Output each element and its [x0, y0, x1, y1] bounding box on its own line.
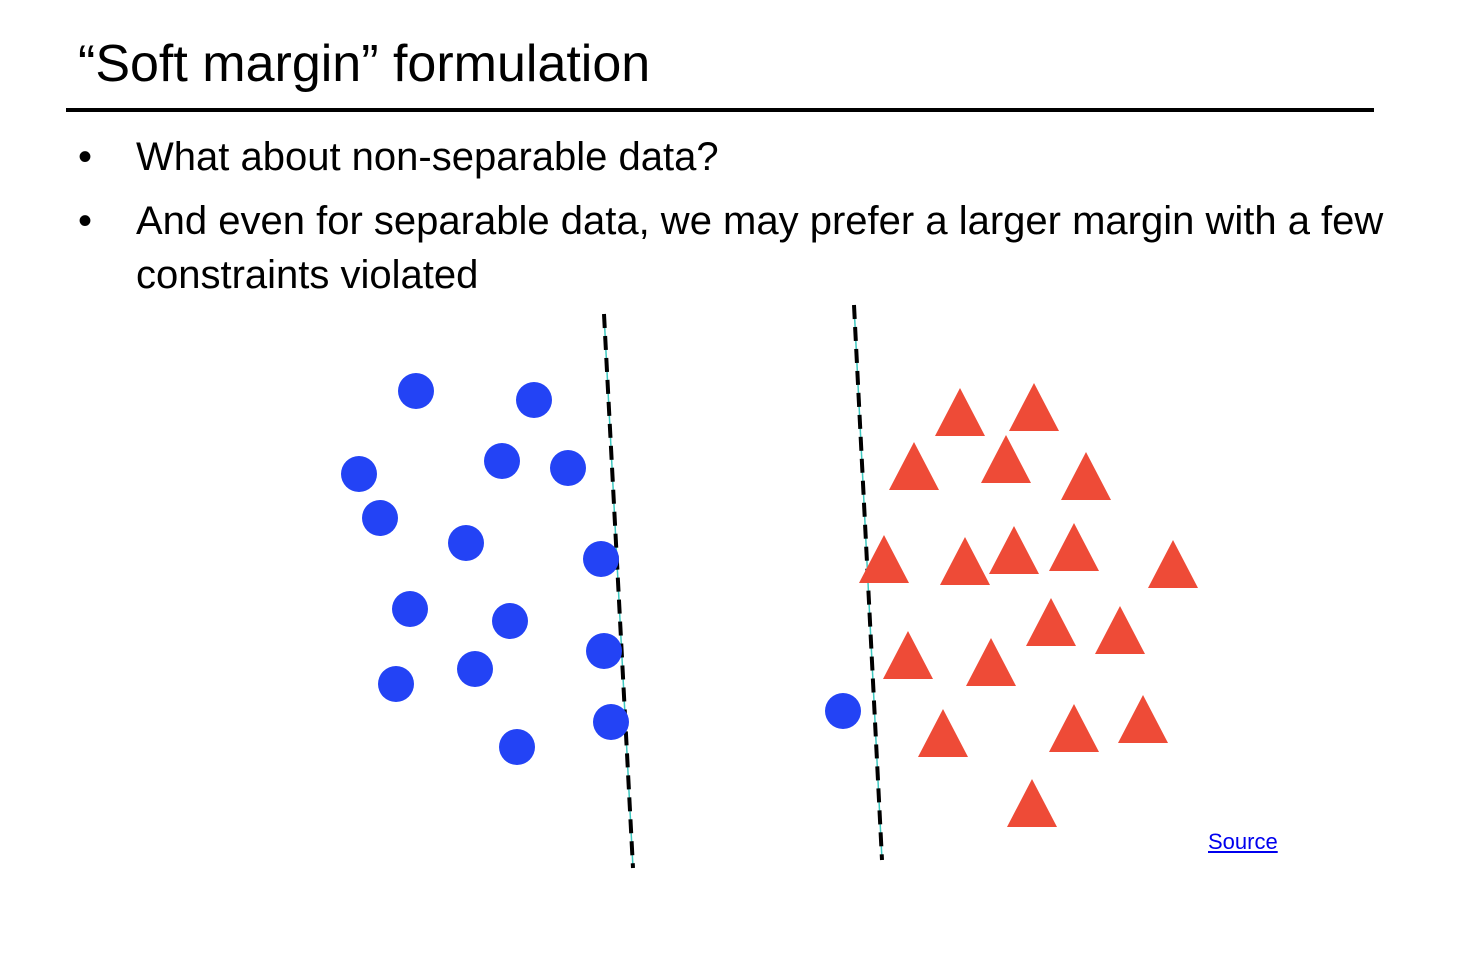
- red-triangle-point: [1095, 606, 1145, 654]
- slide-title: “Soft margin” formulation: [78, 35, 651, 93]
- red-triangle-point: [1009, 383, 1059, 431]
- blue-circle-point: [583, 541, 619, 577]
- bullet-marker: •: [78, 135, 93, 179]
- blue-circle-point: [457, 651, 493, 687]
- red-triangle-point: [981, 435, 1031, 483]
- bullet-marker: •: [78, 199, 93, 243]
- red-triangle-point: [989, 526, 1039, 574]
- blue-circle-point: [499, 729, 535, 765]
- blue-circle-point: [341, 456, 377, 492]
- bullet-item: • What about non-separable data?: [78, 130, 1398, 184]
- blue-circle-point: [825, 693, 861, 729]
- red-triangle-point: [1049, 704, 1099, 752]
- bullet-list: • What about non-separable data? • And e…: [78, 130, 1398, 312]
- red-triangle-point: [1061, 452, 1111, 500]
- blue-circle-point: [392, 591, 428, 627]
- red-triangle-point: [889, 442, 939, 490]
- red-triangle-point: [1118, 695, 1168, 743]
- blue-circle-point: [362, 500, 398, 536]
- blue-circle-point: [398, 373, 434, 409]
- class-a-points: [341, 373, 861, 765]
- blue-circle-point: [586, 633, 622, 669]
- red-triangle-point: [883, 631, 933, 679]
- bullet-text: What about non-separable data?: [136, 135, 719, 179]
- blue-circle-point: [448, 525, 484, 561]
- red-triangle-point: [1049, 523, 1099, 571]
- red-triangle-point: [1148, 540, 1198, 588]
- class-b-points: [859, 383, 1198, 827]
- source-link[interactable]: Source: [1208, 829, 1278, 854]
- red-triangle-point: [966, 638, 1016, 686]
- bullet-item: • And even for separable data, we may pr…: [78, 194, 1398, 302]
- bullet-text: And even for separable data, we may pref…: [136, 199, 1384, 297]
- red-triangle-point: [935, 388, 985, 436]
- red-triangle-point: [918, 709, 968, 757]
- red-triangle-point: [1026, 598, 1076, 646]
- blue-circle-point: [484, 443, 520, 479]
- blue-circle-point: [516, 382, 552, 418]
- red-triangle-point: [940, 537, 990, 585]
- red-triangle-point: [859, 535, 909, 583]
- red-triangle-point: [1007, 779, 1057, 827]
- margin-boundaries: [602, 304, 884, 869]
- blue-circle-point: [593, 704, 629, 740]
- blue-circle-point: [378, 666, 414, 702]
- margin-boundary-dashed: [602, 313, 635, 869]
- title-divider: [66, 108, 1374, 112]
- blue-circle-point: [492, 603, 528, 639]
- blue-circle-point: [550, 450, 586, 486]
